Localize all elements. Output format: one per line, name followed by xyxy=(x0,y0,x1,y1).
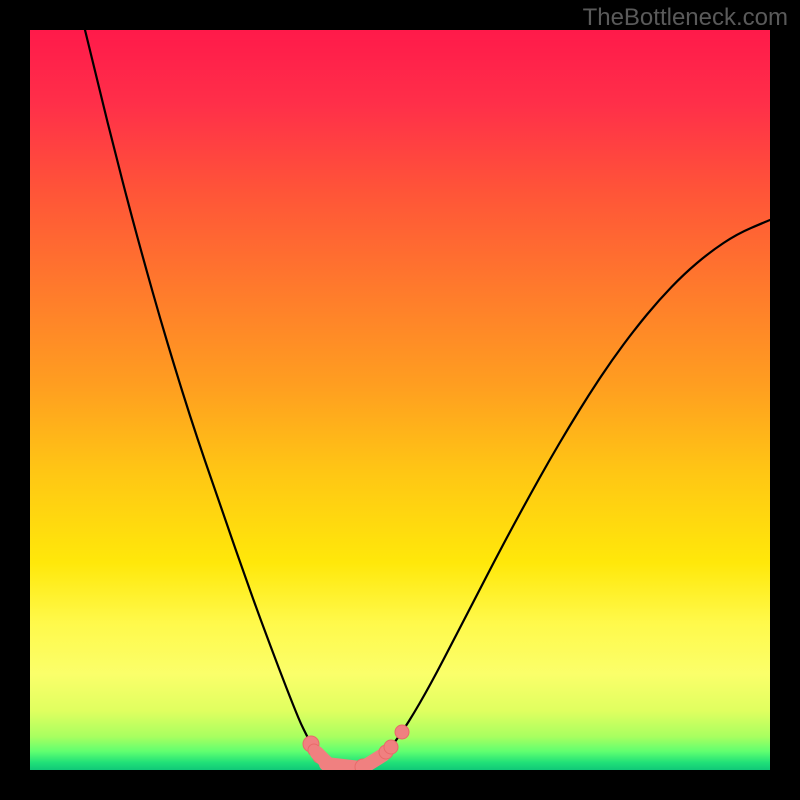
chart-svg xyxy=(30,30,770,770)
gradient-background xyxy=(30,30,770,770)
watermark-text: TheBottleneck.com xyxy=(583,4,788,32)
plot-frame xyxy=(30,30,770,770)
